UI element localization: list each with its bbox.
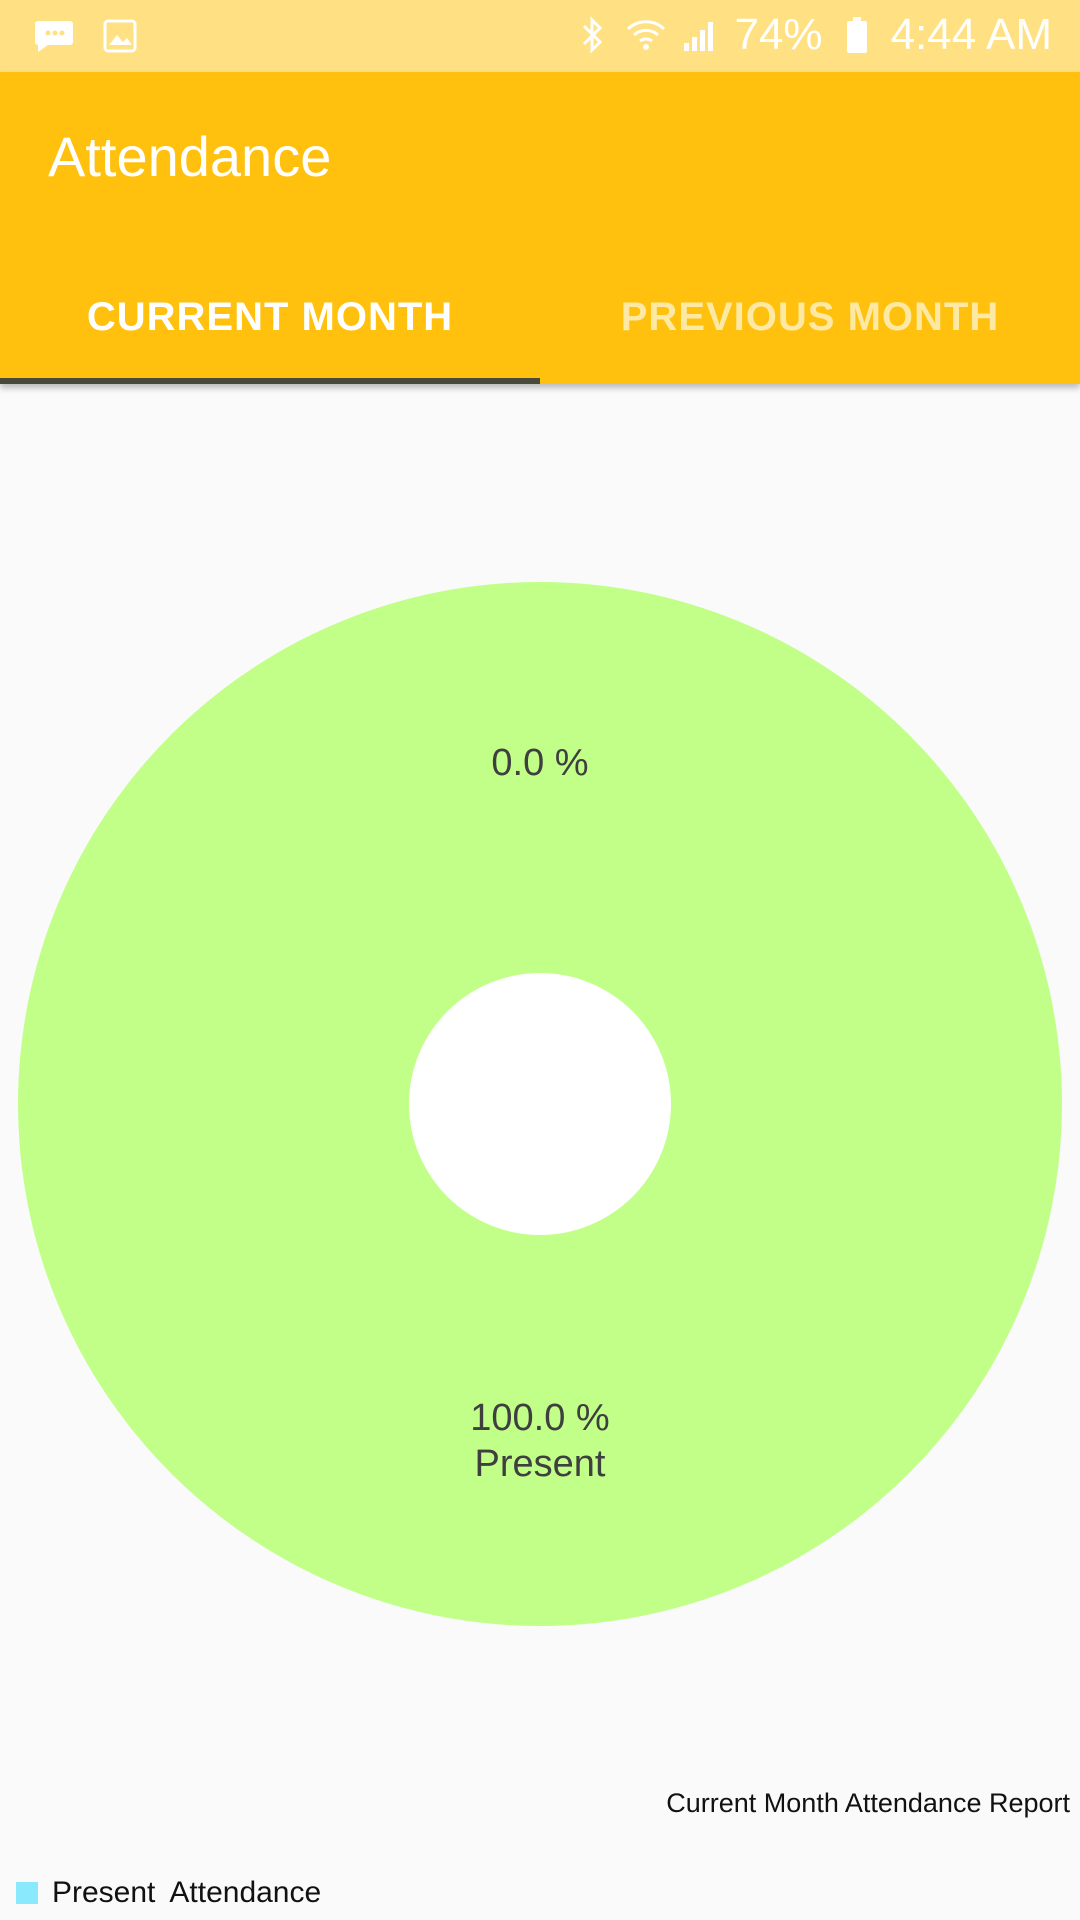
pie-center-hole (409, 973, 671, 1235)
image-icon (100, 16, 140, 56)
legend-label-attendance: Attendance (169, 1876, 322, 1909)
bluetooth-icon (572, 15, 612, 55)
chart-legend: Present Attendance (16, 1876, 321, 1910)
wifi-icon (626, 15, 666, 55)
tab-bar: CURRENT MONTH PREVIOUS MONTH (0, 250, 1080, 384)
tab-current-month-label: CURRENT MONTH (86, 294, 454, 339)
clock: 4:44 AM (890, 10, 1052, 59)
status-bar: 74% 4:44 AM (0, 0, 1080, 72)
battery-icon (837, 15, 877, 55)
slice-present-name: Present (474, 1443, 606, 1485)
tab-previous-month[interactable]: PREVIOUS MONTH (540, 250, 1080, 384)
attendance-pie-chart[interactable]: 0.0 % 100.0 % Present Current Month Atte… (0, 384, 1080, 1920)
slice-label-zero: 0.0 % (0, 740, 1080, 786)
legend-label-present: Present (52, 1876, 156, 1909)
chat-bubble-icon (34, 16, 74, 56)
tab-current-month[interactable]: CURRENT MONTH (0, 250, 540, 384)
slice-zero-percent: 0.0 % (491, 742, 589, 784)
page-title: Attendance (48, 125, 332, 188)
chart-description: Current Month Attendance Report (666, 1788, 1070, 1818)
slice-present-percent: 100.0 % (470, 1397, 610, 1439)
tab-previous-month-label: PREVIOUS MONTH (620, 294, 1000, 339)
cellular-signal-icon (680, 15, 720, 55)
legend-swatch-present (16, 1882, 38, 1904)
tab-indicator (0, 378, 540, 384)
slice-label-present: 100.0 % Present (0, 1395, 1080, 1487)
app-bar: Attendance CURRENT MONTH PREVIOUS MONTH (0, 72, 1080, 384)
pie-chart-svg (18, 582, 1062, 1626)
battery-percent: 74% (734, 10, 823, 59)
